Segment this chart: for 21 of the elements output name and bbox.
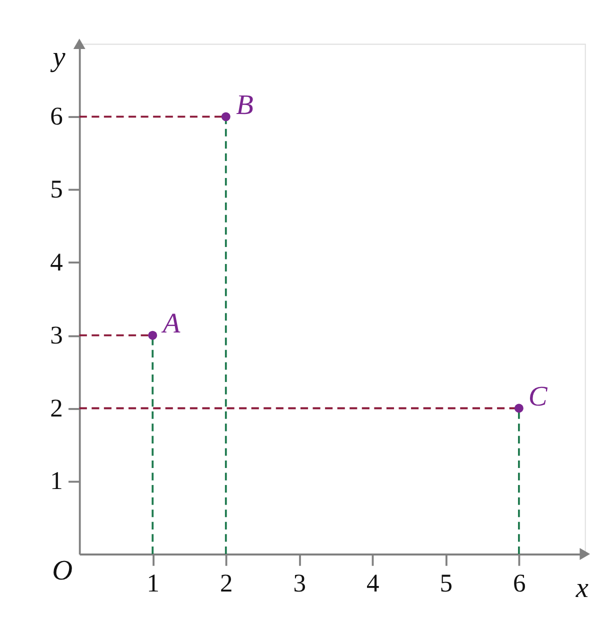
annotation: C [528,381,548,412]
y-axis-title: y [50,42,66,73]
y-tick-label: 6 [50,102,63,131]
y-tick-label: 4 [50,247,64,276]
x-axis-title: x [574,573,589,604]
y-tick-label: 5 [50,174,63,204]
annotation: A [160,308,181,340]
point [221,112,230,122]
point [148,330,158,340]
x-tick-label: 3 [293,568,306,598]
x-tick-label: 2 [220,568,233,598]
x-tick-label: 1 [146,568,160,598]
text: O [52,556,73,587]
y-tick-label: 3 [50,320,63,350]
y-tick-label: 2 [50,393,63,422]
annotation: B [236,90,254,121]
x-tick-label: 5 [440,568,453,598]
point [514,404,524,413]
x-tick-label: 6 [513,568,526,598]
x-tick-label: 4 [366,568,380,598]
y-tick-label: 1 [50,466,63,496]
